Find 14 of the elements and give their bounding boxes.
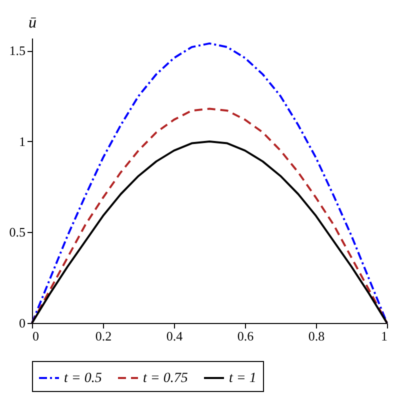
y-tick-label: 0 [19,316,26,330]
x-tick-label: 0.4 [166,328,184,344]
x-tick-label: 0.6 [237,328,254,344]
x-tick-label: 1 [381,328,388,344]
legend-label: t = 0.5 [64,371,102,386]
legend-label: t = 1 [229,371,256,386]
y-tick-label: 1.5 [9,43,26,58]
x-tick-label: 0.8 [308,328,325,344]
x-tick-label: 0 [32,328,39,344]
legend-label: t = 0.75 [143,371,188,386]
y-tick-label: 1 [19,134,26,149]
y-tick-label: 0.5 [9,224,26,240]
y-axis-title: ū [28,14,36,32]
x-tick-label: 0.2 [95,328,112,344]
